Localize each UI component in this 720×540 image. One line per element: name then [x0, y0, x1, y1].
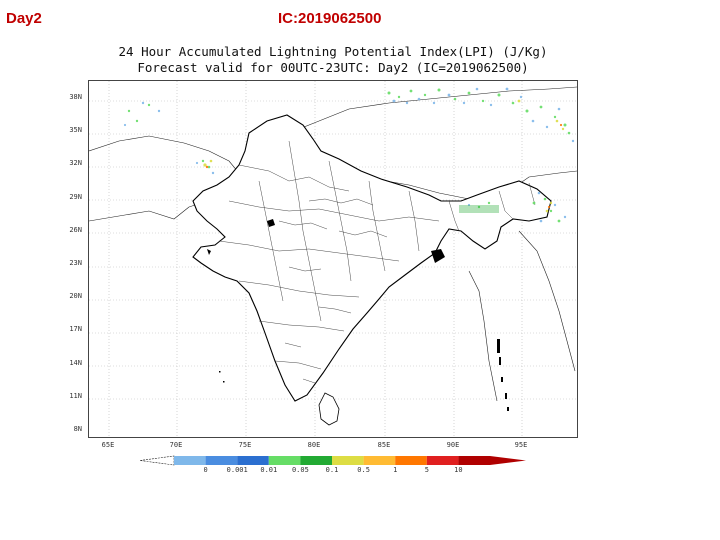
latitude-tick-label: 11N [69, 391, 82, 400]
colorbar-tick-label: 0.001 [226, 466, 248, 474]
gujarat-gulf [207, 249, 211, 255]
longitude-tick-label: 85E [377, 441, 391, 449]
day-label: Day2 [6, 10, 42, 27]
longitude-tick-label: 75E [238, 441, 252, 449]
india-outline [192, 114, 552, 402]
latitude-tick-label: 26N [69, 225, 82, 234]
colorbar-segment [174, 456, 206, 465]
map-title: 24 Hour Accumulated Lightning Potential … [118, 44, 548, 59]
latitude-tick-label: 29N [69, 192, 82, 201]
assam-region [459, 205, 499, 213]
sri-lanka-outline [318, 392, 340, 426]
longitude-tick-label: 80E [307, 441, 321, 449]
lpi-field [123, 87, 575, 223]
neighbor-boundaries [89, 86, 577, 402]
longitude-tick-label: 65E [101, 441, 115, 449]
colorbar-tick-label: 1 [393, 466, 398, 474]
latitude-tick-label: 8N [73, 425, 82, 433]
colorbar-segment [237, 456, 269, 465]
latitude-tick-label: 38N [69, 93, 82, 101]
colorbar-segment [205, 456, 238, 465]
longitude-tick-label: 95E [514, 441, 528, 449]
initial-condition-label: IC:2019062500 [278, 10, 382, 27]
map-panel [88, 80, 578, 438]
colorbar-tick-label: 0.01 [260, 466, 278, 474]
colorbar-segment [268, 456, 301, 465]
latitude-tick-label: 35N [69, 126, 82, 135]
map-canvas [89, 81, 577, 437]
colorbar-segment [458, 456, 490, 465]
latitude-tick-label: 20N [69, 292, 82, 301]
longitude-tick-label: 90E [446, 441, 460, 449]
colorbar-segment [300, 456, 332, 465]
colorbar-tick-label: 0.5 [357, 466, 370, 474]
latitude-tick-label: 14N [69, 358, 82, 367]
colorbar-tick-label: 0.1 [325, 466, 339, 474]
colorbar-segment [426, 456, 459, 465]
colorbar-segment [332, 456, 364, 465]
colorbar-left-arrow [140, 455, 175, 466]
colorbar-right-arrow [490, 456, 526, 465]
colorbar-tick-label: 0 [203, 466, 208, 474]
latitude-tick-label: 32N [69, 159, 82, 168]
internal-boundaries [218, 140, 536, 384]
sundarbans-region [431, 249, 445, 263]
latitude-tick-label: 17N [69, 325, 82, 334]
bhopal-lake [267, 219, 275, 227]
longitude-tick-label: 70E [169, 441, 183, 449]
colorbar-segment [395, 456, 427, 465]
colorbar [140, 455, 526, 466]
colorbar-tick-label: 10 [454, 466, 463, 474]
colorbar-tick-label: 0.05 [291, 466, 309, 474]
map-subtitle: Forecast valid for 00UTC-23UTC: Day2 (IC… [137, 60, 529, 75]
latitude-tick-label: 23N [69, 259, 82, 267]
colorbar-tick-label: 5 [424, 466, 429, 474]
islands [219, 339, 509, 411]
colorbar-segment [363, 456, 396, 465]
